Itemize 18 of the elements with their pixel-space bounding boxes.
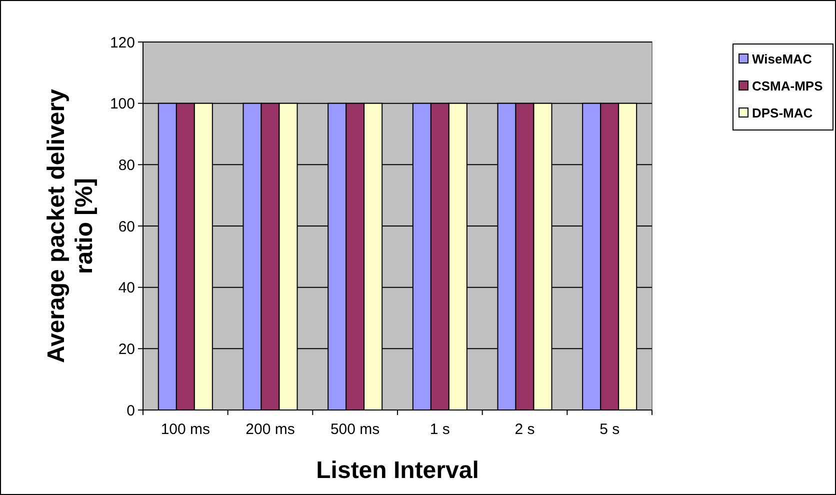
y-tick-label: 0 [126, 402, 135, 420]
x-axis-title: Listen Interval [316, 457, 479, 484]
legend-label: DPS-MAC [752, 106, 814, 121]
x-tick-label: 2 s [514, 421, 535, 438]
x-tick-label: 500 ms [330, 421, 380, 438]
y-tick-label: 20 [118, 340, 135, 358]
y-axis-title: Average packet delivery ratio [%] [43, 88, 98, 363]
y-tick-label: 120 [110, 34, 135, 52]
legend-label: WiseMAC [752, 52, 812, 67]
y-tick-label: 60 [118, 218, 135, 236]
x-tick-label: 5 s [600, 421, 620, 438]
y-tick-label: 100 [110, 96, 135, 113]
y-tick-label: 40 [118, 280, 135, 297]
y-tick-label: 80 [118, 156, 135, 174]
legend-label: CSMA-MPS [752, 78, 824, 94]
x-tick-label: 100 ms [160, 421, 210, 438]
x-tick-label: 200 ms [246, 421, 295, 438]
x-tick-label: 1 s [430, 421, 450, 438]
